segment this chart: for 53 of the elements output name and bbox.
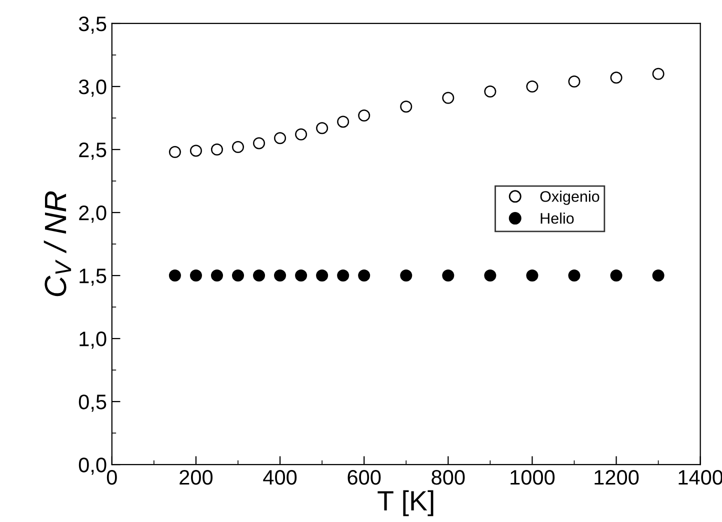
point: [295, 270, 308, 282]
point: [316, 122, 328, 134]
point: [190, 270, 202, 282]
y-tick-label: 3,0: [78, 80, 106, 97]
y-tick-label: 2,5: [79, 142, 106, 160]
y-tick-label: 1,5: [80, 268, 106, 286]
point: [652, 270, 664, 282]
point: [232, 270, 244, 282]
x-tick-label: 800: [432, 470, 465, 485]
point: [400, 100, 412, 113]
point: [568, 270, 580, 282]
point: [358, 270, 370, 282]
point: [400, 270, 412, 282]
y-tick-label: 0,0: [78, 458, 106, 475]
point: [484, 270, 496, 282]
point: [295, 128, 308, 140]
point: [484, 86, 496, 98]
legend-label: Oxigenio: [540, 190, 600, 205]
point: [210, 270, 223, 282]
point: [442, 270, 454, 282]
y-axis-title: C$_{V}$ / NR: [44, 191, 72, 296]
point: [232, 140, 244, 153]
y-tick-label: 3,5: [78, 16, 106, 34]
point: [610, 270, 622, 282]
point: [652, 68, 664, 80]
point: [568, 75, 580, 88]
y-tick-label: 1,0: [80, 332, 106, 349]
x-axis-title: T [K]: [378, 490, 434, 516]
point: [210, 144, 223, 156]
legend-label: Helio: [540, 212, 574, 224]
y-tick-label: 2,0: [79, 206, 106, 223]
x-tick-label: 0: [106, 470, 117, 485]
x-tick-label: 600: [348, 470, 381, 485]
x-tick-label: 1000: [510, 470, 555, 485]
point: [168, 270, 181, 282]
point: [337, 116, 350, 128]
point: [610, 72, 622, 84]
point: [253, 137, 266, 150]
point: [442, 92, 454, 104]
point: [526, 80, 538, 93]
point: [253, 270, 266, 282]
point: [316, 270, 328, 282]
point: [337, 270, 350, 282]
x-tick-label: 1200: [594, 470, 639, 485]
point: [358, 109, 370, 122]
y-tick-label: 0,5: [78, 394, 106, 412]
x-tick-label: 200: [180, 470, 213, 485]
point: [168, 146, 181, 158]
point: [526, 270, 538, 282]
point: [274, 270, 286, 282]
point: [274, 132, 286, 144]
point: [190, 144, 202, 157]
x-tick-label: 400: [263, 470, 297, 485]
